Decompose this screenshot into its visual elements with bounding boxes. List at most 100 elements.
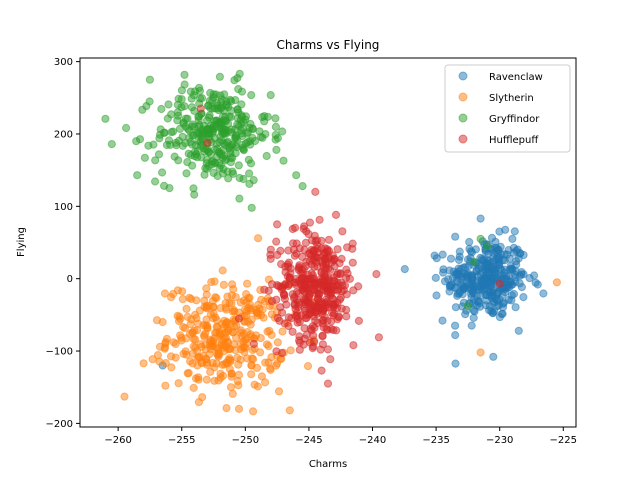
data-point	[438, 316, 447, 325]
data-point	[290, 292, 299, 301]
data-point	[203, 324, 212, 333]
data-point	[173, 108, 182, 117]
data-point	[476, 214, 485, 223]
data-point	[225, 112, 234, 121]
data-point	[227, 97, 236, 106]
data-point	[264, 358, 273, 367]
data-point	[107, 140, 116, 149]
data-point	[231, 125, 240, 134]
data-point	[432, 254, 441, 263]
data-point	[264, 342, 273, 351]
data-point	[206, 149, 215, 158]
data-point	[310, 281, 319, 290]
data-point	[249, 176, 258, 185]
data-point	[194, 112, 203, 122]
data-point	[489, 352, 498, 361]
data-point	[175, 124, 185, 133]
data-point	[316, 345, 325, 354]
data-point	[323, 379, 333, 388]
data-point	[184, 368, 193, 378]
data-point	[167, 363, 176, 372]
data-point	[220, 347, 229, 356]
data-point	[208, 160, 217, 169]
data-point	[138, 105, 147, 114]
data-point	[519, 293, 528, 302]
data-point	[176, 331, 185, 340]
data-point	[182, 304, 191, 313]
data-point	[172, 141, 181, 150]
data-point	[467, 321, 476, 330]
data-point	[263, 327, 272, 336]
data-point	[197, 127, 206, 136]
data-point	[470, 257, 479, 267]
data-point	[515, 279, 524, 288]
data-point	[215, 72, 224, 81]
data-point	[183, 312, 192, 321]
data-point	[214, 351, 223, 360]
data-point	[315, 289, 324, 298]
data-point	[432, 291, 441, 300]
data-point	[310, 255, 319, 264]
data-point	[291, 312, 300, 321]
data-point	[204, 113, 214, 122]
data-point	[487, 233, 497, 242]
data-point	[192, 314, 201, 323]
data-point	[158, 168, 167, 177]
data-point	[148, 355, 157, 364]
data-point	[226, 356, 235, 365]
data-point	[340, 281, 350, 290]
data-point	[145, 97, 154, 106]
data-point	[174, 94, 183, 104]
data-point	[261, 130, 270, 139]
data-point	[326, 355, 335, 364]
data-point	[349, 286, 358, 295]
data-point	[329, 311, 338, 320]
data-point	[400, 265, 409, 274]
x-tick-label: −235	[422, 435, 449, 446]
data-point	[217, 124, 226, 133]
data-point	[255, 304, 264, 313]
y-tick-label: −200	[46, 419, 73, 430]
data-point	[247, 203, 256, 212]
data-point	[494, 254, 503, 264]
data-point	[233, 105, 242, 114]
data-point	[298, 182, 307, 191]
data-point	[218, 266, 227, 275]
data-point	[132, 137, 141, 146]
data-point	[165, 184, 174, 193]
data-point	[445, 281, 455, 290]
data-point	[182, 169, 191, 178]
data-point	[499, 299, 508, 308]
data-point	[510, 227, 519, 236]
data-point	[494, 288, 503, 297]
data-point	[300, 222, 309, 231]
legend-label-slytherin: Slytherin	[489, 93, 534, 104]
data-point	[183, 114, 192, 123]
data-point	[299, 273, 308, 283]
data-point	[300, 245, 309, 254]
data-point	[451, 232, 460, 241]
data-point	[254, 234, 263, 243]
data-point	[221, 141, 230, 150]
data-point	[317, 366, 326, 375]
x-tick-label: −225	[550, 435, 577, 446]
data-point	[228, 167, 237, 176]
data-point	[431, 273, 440, 282]
data-point	[210, 334, 219, 343]
data-point	[273, 313, 282, 323]
data-point	[139, 359, 148, 368]
data-point	[324, 303, 333, 312]
data-point	[278, 127, 287, 136]
y-tick-label: −100	[46, 347, 73, 358]
data-point	[318, 332, 327, 341]
data-point	[176, 314, 185, 324]
data-point	[439, 265, 448, 274]
data-point	[222, 404, 231, 413]
data-point	[245, 169, 254, 178]
data-point	[149, 140, 158, 149]
data-point	[194, 373, 203, 382]
data-point	[220, 360, 229, 369]
data-point	[342, 312, 351, 321]
data-point	[253, 382, 262, 391]
data-point	[331, 210, 341, 219]
